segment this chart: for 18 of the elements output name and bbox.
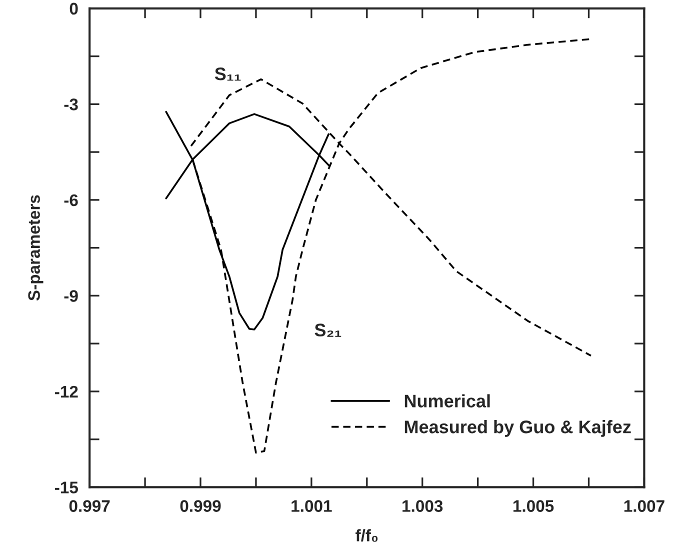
x-tick-label: 1.005 — [513, 500, 554, 512]
y-tick-label: 0 — [70, 2, 78, 15]
y-tick-label: -6 — [64, 194, 78, 206]
x-axis-title: f/f₀ — [356, 529, 378, 542]
x-tick-label: 1.007 — [624, 500, 664, 512]
x-tick-label: 1.003 — [402, 500, 443, 512]
x-tick-label: 0.997 — [69, 500, 110, 512]
x-tick-label: 0.999 — [180, 500, 221, 512]
y-axis-title: S-parameters — [28, 195, 44, 301]
y-tick-label: -12 — [55, 386, 78, 398]
annotation: S₁₁ — [214, 67, 241, 81]
legend-label: Numerical — [404, 394, 490, 408]
legend-label: Measured by Guo & Kajfez — [404, 420, 631, 437]
y-tick-label: -9 — [64, 290, 78, 302]
y-tick-label: -3 — [64, 98, 78, 110]
annotation: S₂₁ — [314, 324, 342, 337]
y-tick-label: -15 — [55, 482, 78, 494]
x-tick-label: 1.001 — [292, 500, 332, 512]
